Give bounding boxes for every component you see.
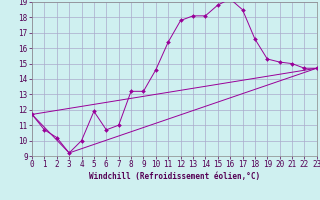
X-axis label: Windchill (Refroidissement éolien,°C): Windchill (Refroidissement éolien,°C) — [89, 172, 260, 181]
